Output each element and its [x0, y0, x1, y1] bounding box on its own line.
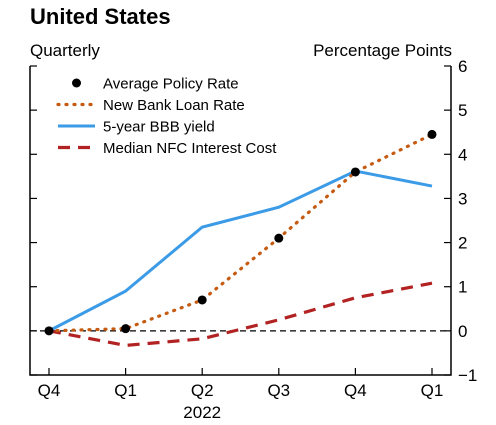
data-point-average-policy-rate [44, 326, 54, 336]
y-tick-label: 0 [458, 322, 467, 341]
x-tick-label: Q4 [344, 381, 367, 400]
y-tick-label: 4 [458, 145, 467, 164]
y-tick-label: 3 [458, 189, 467, 208]
legend-label-median-nfc-interest-cost: Median NFC Interest Cost [103, 140, 277, 157]
chart-subtitle: Quarterly [30, 41, 100, 60]
y-axis-unit-label: Percentage Points [313, 41, 452, 60]
series-line-median-nfc-interest-cost [48, 281, 433, 348]
y-tick-label: 1 [458, 278, 467, 297]
chart-title: United States [30, 4, 171, 29]
x-tick-label: Q1 [114, 381, 137, 400]
x-tick-label: Q3 [267, 381, 290, 400]
data-point-average-policy-rate [350, 167, 360, 177]
plot-frame [29, 66, 452, 376]
y-tick-label: 2 [458, 234, 467, 253]
y-tick-label: 5 [458, 101, 467, 120]
legend-label-average-policy-rate: Average Policy Rate [103, 76, 239, 93]
y-tick-label: −1 [458, 366, 477, 385]
data-point-average-policy-rate [274, 233, 284, 243]
series-line-new-bank-loan-rate [47, 132, 434, 333]
y-tick-label: 6 [458, 57, 467, 76]
data-point-average-policy-rate [427, 129, 437, 139]
legend-label-5-year-bbb-yield: 5-year BBB yield [103, 119, 215, 136]
data-point-average-policy-rate [197, 295, 207, 305]
series-line-5-year-bbb-yield [48, 169, 433, 333]
x-tick-label: Q1 [421, 381, 444, 400]
legend-label-new-bank-loan-rate: New Bank Loan Rate [103, 97, 245, 114]
x-year-label: 2022 [183, 403, 221, 422]
legend-marker-average-policy-rate [72, 78, 81, 88]
data-point-average-policy-rate [121, 324, 131, 334]
x-tick-label: Q4 [38, 381, 61, 400]
x-tick-label: Q2 [191, 381, 214, 400]
